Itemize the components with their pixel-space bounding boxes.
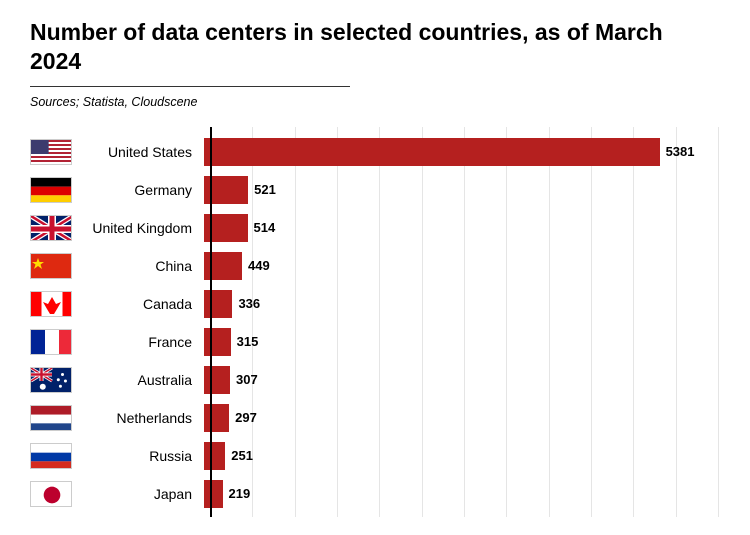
value-label: 251: [225, 442, 253, 470]
bar: [204, 328, 231, 356]
value-label: 307: [230, 366, 258, 394]
table-row: United Kingdom 514: [30, 209, 720, 247]
country-label: United States: [72, 144, 202, 160]
value-label: 297: [229, 404, 257, 432]
table-row: Russia 251: [30, 437, 720, 475]
table-row: Canada 336: [30, 285, 720, 323]
ca-flag-icon: [30, 291, 72, 317]
country-label: Netherlands: [72, 410, 202, 426]
table-row: Netherlands 297: [30, 399, 720, 437]
bar-area: 219: [204, 480, 720, 508]
table-row: China 449: [30, 247, 720, 285]
value-label: 521: [248, 176, 276, 204]
value-label: 5381: [660, 138, 695, 166]
bar-area: 514: [204, 214, 720, 242]
country-label: United Kingdom: [72, 220, 202, 236]
bar: [204, 290, 232, 318]
bar-area: 307: [204, 366, 720, 394]
bar-rows: United States 5381 Germany 521 United Kingdo…: [30, 133, 720, 513]
nl-flag-icon: [30, 405, 72, 431]
table-row: United States 5381: [30, 133, 720, 171]
value-label: 336: [232, 290, 260, 318]
chart-title: Number of data centers in selected count…: [30, 18, 720, 76]
value-label: 514: [248, 214, 276, 242]
de-flag-icon: [30, 177, 72, 203]
value-label: 449: [242, 252, 270, 280]
cn-flag-icon: [30, 253, 72, 279]
bar: [204, 480, 223, 508]
country-label: Russia: [72, 448, 202, 464]
jp-flag-icon: [30, 481, 72, 507]
country-label: Germany: [72, 182, 202, 198]
bar-area: 297: [204, 404, 720, 432]
bar: [204, 138, 660, 166]
fr-flag-icon: [30, 329, 72, 355]
country-label: France: [72, 334, 202, 350]
country-label: China: [72, 258, 202, 274]
country-label: Australia: [72, 372, 202, 388]
bar-area: 449: [204, 252, 720, 280]
bar-area: 315: [204, 328, 720, 356]
table-row: Japan 219: [30, 475, 720, 513]
bar-area: 251: [204, 442, 720, 470]
bar: [204, 404, 229, 432]
bar-area: 336: [204, 290, 720, 318]
chart-area: United States 5381 Germany 521 United Kingdo…: [30, 127, 720, 517]
table-row: France 315: [30, 323, 720, 361]
y-axis-line: [210, 127, 212, 517]
table-row: Germany 521: [30, 171, 720, 209]
bar-area: 5381: [204, 138, 720, 166]
value-label: 315: [231, 328, 259, 356]
country-label: Japan: [72, 486, 202, 502]
value-label: 219: [223, 480, 251, 508]
bar: [204, 366, 230, 394]
bar: [204, 442, 225, 470]
sources-line: Sources; Statista, Cloudscene: [30, 95, 720, 109]
bar-area: 521: [204, 176, 720, 204]
au-flag-icon: [30, 367, 72, 393]
table-row: Australia 307: [30, 361, 720, 399]
gb-flag-icon: [30, 215, 72, 241]
us-flag-icon: [30, 139, 72, 165]
title-rule: [30, 86, 350, 87]
country-label: Canada: [72, 296, 202, 312]
ru-flag-icon: [30, 443, 72, 469]
